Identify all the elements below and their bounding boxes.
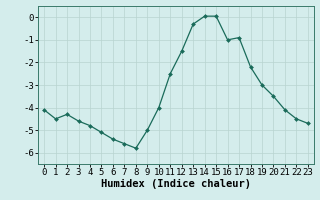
X-axis label: Humidex (Indice chaleur): Humidex (Indice chaleur) [101,179,251,189]
